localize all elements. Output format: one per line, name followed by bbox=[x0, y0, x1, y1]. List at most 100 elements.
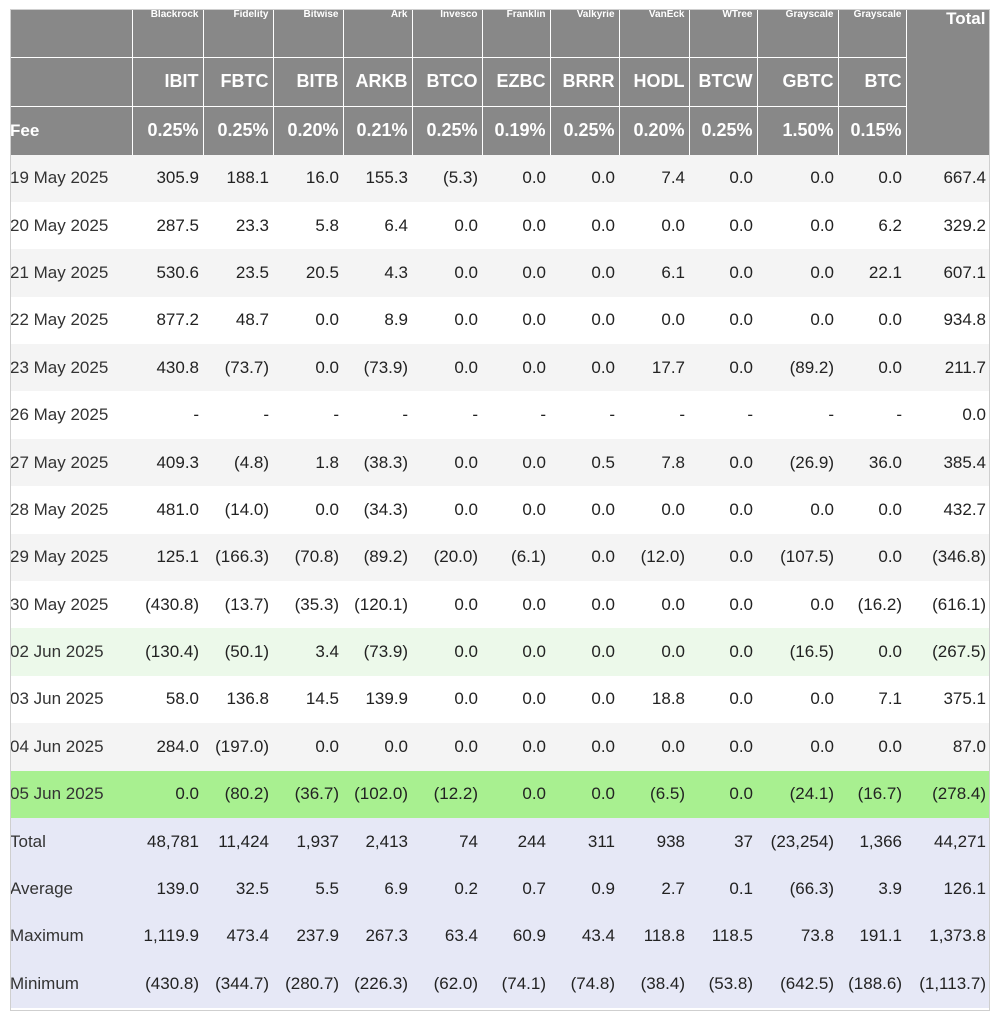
summary-value-cell: 73.8 bbox=[757, 912, 838, 961]
flow-value-cell: 0.0 bbox=[482, 154, 550, 202]
flow-value-cell: 0.0 bbox=[550, 201, 619, 250]
ticker-header: FBTC bbox=[203, 56, 274, 106]
flow-value-cell: 0.0 bbox=[689, 296, 757, 345]
flow-value-cell: 7.1 bbox=[838, 675, 906, 724]
flow-value-cell: 0.0 bbox=[689, 581, 757, 629]
flow-value-cell: 0.0 bbox=[619, 723, 689, 771]
fee-label: Fee bbox=[10, 105, 133, 155]
issuer-header: Ark bbox=[343, 9, 413, 57]
summary-value-cell: (280.7) bbox=[273, 960, 343, 1008]
summary-value-cell: 0.1 bbox=[689, 865, 757, 913]
flow-value-cell: 0.0 bbox=[757, 249, 838, 297]
flow-value-cell: 530.6 bbox=[132, 249, 203, 297]
flow-value-cell: 7.4 bbox=[619, 154, 689, 202]
flow-value-cell: (166.3) bbox=[203, 533, 273, 582]
ticker-header: GBTC bbox=[757, 56, 839, 106]
row-total-cell: 0.0 bbox=[906, 391, 990, 439]
etf-flows-table: Blackrock Fidelity Bitwise Ark Invesco Frankl… bbox=[10, 9, 991, 1008]
row-total-cell: 432.7 bbox=[906, 486, 990, 534]
row-total-cell: 385.4 bbox=[906, 438, 990, 487]
flow-value-cell: - bbox=[412, 391, 482, 439]
flow-value-cell: 0.0 bbox=[550, 675, 619, 724]
flow-value-cell: 409.3 bbox=[132, 438, 203, 487]
summary-value-cell: 2,413 bbox=[343, 817, 412, 866]
flow-value-cell: 305.9 bbox=[132, 154, 203, 202]
summary-value-cell: 191.1 bbox=[838, 912, 906, 961]
date-cell: 02 Jun 2025 bbox=[10, 628, 132, 676]
flow-value-cell: (89.2) bbox=[757, 344, 838, 392]
flow-value-cell: 0.0 bbox=[132, 770, 203, 818]
flow-value-cell: (73.7) bbox=[203, 344, 273, 392]
flow-value-cell: 5.8 bbox=[273, 201, 343, 250]
flow-value-cell: (12.0) bbox=[619, 533, 689, 582]
flow-value-cell: 0.0 bbox=[689, 249, 757, 297]
flow-value-cell: - bbox=[132, 391, 203, 439]
flow-value-cell: 0.0 bbox=[757, 723, 838, 771]
ticker-header-row: IBIT FBTC BITB ARKB BTCO EZBC BRRR HODL BTCW GBTC… bbox=[10, 56, 990, 106]
summary-label: Total bbox=[10, 817, 132, 866]
flow-value-cell: 0.0 bbox=[838, 296, 906, 345]
flow-value-cell: 0.0 bbox=[412, 344, 482, 392]
fee-header-row: Fee 0.25% 0.25% 0.20% 0.21% 0.25% 0.19% 0.25% 0… bbox=[10, 105, 990, 155]
flow-value-cell: (16.5) bbox=[757, 628, 838, 676]
fee-cell: 0.20% bbox=[619, 105, 690, 155]
date-cell: 30 May 2025 bbox=[10, 581, 132, 629]
flow-value-cell: 0.0 bbox=[550, 296, 619, 345]
summary-row: Total 48,781 11,424 1,937 2,413 74 244 311 938 37… bbox=[10, 817, 990, 866]
flow-value-cell: (16.2) bbox=[838, 581, 906, 629]
flow-value-cell: (16.7) bbox=[838, 770, 906, 818]
flow-value-cell: 0.0 bbox=[689, 675, 757, 724]
flow-value-cell: 0.0 bbox=[550, 581, 619, 629]
flow-value-cell: 0.0 bbox=[689, 770, 757, 818]
flow-value-cell: 0.0 bbox=[619, 628, 689, 676]
flow-value-cell: 0.0 bbox=[482, 201, 550, 250]
flow-value-cell: (89.2) bbox=[343, 533, 412, 582]
flow-value-cell: - bbox=[689, 391, 757, 439]
flow-value-cell: 0.0 bbox=[838, 154, 906, 202]
flow-value-cell: (20.0) bbox=[412, 533, 482, 582]
ticker-header: BTCW bbox=[689, 56, 758, 106]
table-row: 20 May 2025 287.5 23.3 5.8 6.4 0.0 0.0 0.0 0.0 0.… bbox=[10, 201, 990, 250]
flow-value-cell: 20.5 bbox=[273, 249, 343, 297]
flow-value-cell: 0.0 bbox=[838, 344, 906, 392]
row-total-cell: 329.2 bbox=[906, 201, 990, 250]
ticker-header: BTC bbox=[838, 56, 907, 106]
flow-value-cell: 136.8 bbox=[203, 675, 273, 724]
fee-cell: 0.21% bbox=[343, 105, 413, 155]
fee-cell: 0.25% bbox=[689, 105, 758, 155]
flow-value-cell: (80.2) bbox=[203, 770, 273, 818]
summary-value-cell: 5.5 bbox=[273, 865, 343, 913]
flow-value-cell: 4.3 bbox=[343, 249, 412, 297]
date-cell: 20 May 2025 bbox=[10, 201, 132, 250]
fee-cell: 0.25% bbox=[132, 105, 204, 155]
flow-value-cell: 0.0 bbox=[838, 628, 906, 676]
flow-value-cell: 0.0 bbox=[550, 154, 619, 202]
table-row: 19 May 2025 305.9 188.1 16.0 155.3 (5.3) 0.0 0.… bbox=[10, 154, 990, 202]
summary-value-cell: 473.4 bbox=[203, 912, 273, 961]
flow-value-cell: 23.5 bbox=[203, 249, 273, 297]
row-total-cell: 607.1 bbox=[906, 249, 990, 297]
table-row: 30 May 2025 (430.8) (13.7) (35.3) (120.1) 0.0… bbox=[10, 581, 990, 629]
table-row: 05 Jun 2025 0.0 (80.2) (36.7) (102.0) (12.2) 0… bbox=[10, 770, 990, 818]
fee-cell: 0.25% bbox=[203, 105, 274, 155]
flow-value-cell: (50.1) bbox=[203, 628, 273, 676]
flow-value-cell: - bbox=[482, 391, 550, 439]
summary-value-cell: 37 bbox=[689, 817, 757, 866]
summary-value-cell: 0.2 bbox=[412, 865, 482, 913]
flow-value-cell: 0.0 bbox=[757, 675, 838, 724]
flow-value-cell: 0.0 bbox=[482, 249, 550, 297]
flow-value-cell: 0.0 bbox=[412, 628, 482, 676]
summary-value-cell: 43.4 bbox=[550, 912, 619, 961]
flow-value-cell: 430.8 bbox=[132, 344, 203, 392]
issuer-header: VanEck bbox=[619, 9, 690, 57]
flow-value-cell: 0.0 bbox=[689, 438, 757, 487]
flow-value-cell: 18.8 bbox=[619, 675, 689, 724]
flow-value-cell: (36.7) bbox=[273, 770, 343, 818]
flow-value-cell: (197.0) bbox=[203, 723, 273, 771]
row-total-cell: 211.7 bbox=[906, 344, 990, 392]
summary-value-cell: (344.7) bbox=[203, 960, 273, 1008]
flow-value-cell: (70.8) bbox=[273, 533, 343, 582]
flow-value-cell: 16.0 bbox=[273, 154, 343, 202]
flow-value-cell: 0.0 bbox=[273, 296, 343, 345]
ticker-header: BITB bbox=[273, 56, 344, 106]
